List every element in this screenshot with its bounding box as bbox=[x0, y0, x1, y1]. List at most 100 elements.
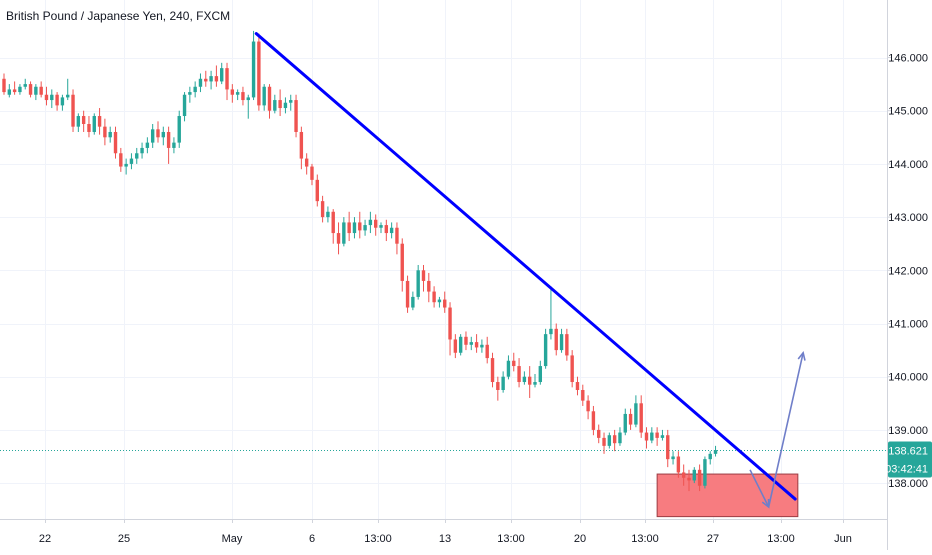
candle-body bbox=[209, 76, 213, 82]
candle-body bbox=[320, 201, 325, 218]
candle bbox=[379, 222, 383, 234]
candle bbox=[549, 286, 553, 340]
candle bbox=[262, 84, 266, 111]
candle-body bbox=[76, 116, 81, 127]
candle-body bbox=[315, 179, 319, 202]
candle bbox=[209, 70, 213, 90]
candle bbox=[246, 94, 250, 119]
candle bbox=[597, 424, 601, 444]
candle-body bbox=[119, 153, 123, 167]
candle bbox=[543, 328, 548, 369]
candle bbox=[225, 62, 229, 101]
candle-body bbox=[432, 291, 436, 303]
arrow-shaft bbox=[749, 469, 770, 508]
candle-body bbox=[506, 360, 511, 377]
candle bbox=[273, 94, 277, 114]
candle-body bbox=[597, 429, 601, 438]
candle bbox=[87, 116, 91, 138]
candle bbox=[395, 222, 399, 255]
candle bbox=[634, 395, 638, 428]
candle-body bbox=[177, 116, 181, 143]
candle-body bbox=[650, 432, 654, 441]
candle bbox=[76, 113, 81, 132]
candle bbox=[368, 211, 373, 234]
candle bbox=[681, 464, 686, 486]
price-tick-label: 142.000 bbox=[888, 265, 928, 277]
candle bbox=[400, 238, 404, 292]
candle bbox=[644, 427, 649, 449]
candle-body bbox=[697, 469, 702, 486]
candle bbox=[464, 331, 468, 351]
candle bbox=[182, 92, 187, 122]
candle bbox=[92, 113, 96, 135]
candle bbox=[559, 328, 564, 353]
candle-body bbox=[464, 336, 468, 345]
candle bbox=[166, 126, 171, 164]
candle-body bbox=[501, 376, 505, 390]
candle-body bbox=[416, 270, 420, 297]
candle-body bbox=[363, 225, 367, 231]
candle bbox=[135, 147, 139, 164]
candle bbox=[230, 84, 235, 103]
candle-body bbox=[538, 366, 543, 383]
time-tick-label: 13:00 bbox=[364, 533, 392, 545]
candle-body bbox=[618, 432, 622, 444]
price-tick-label: 139.000 bbox=[888, 425, 928, 437]
candle bbox=[687, 469, 691, 492]
plot-area bbox=[0, 0, 887, 519]
last-price-badge bbox=[888, 441, 932, 478]
candle-body bbox=[681, 472, 686, 478]
candle-body bbox=[671, 456, 675, 460]
candle bbox=[188, 86, 192, 103]
candle-body bbox=[485, 344, 489, 359]
candle bbox=[527, 366, 532, 398]
candle bbox=[119, 147, 123, 172]
candle bbox=[241, 86, 245, 106]
candle-body bbox=[289, 100, 293, 103]
candle-body bbox=[660, 435, 665, 438]
candle bbox=[671, 451, 675, 465]
candle-body bbox=[60, 97, 65, 106]
candle-body bbox=[368, 219, 373, 226]
candle-body bbox=[34, 86, 38, 95]
candle bbox=[257, 33, 261, 111]
candle-body bbox=[28, 84, 33, 95]
candle-body bbox=[458, 336, 463, 353]
price-tick-label: 140.000 bbox=[888, 372, 928, 384]
candle-body bbox=[140, 147, 144, 154]
price-tick-label: 138.000 bbox=[888, 478, 928, 490]
candle-body bbox=[81, 116, 86, 124]
candle-body bbox=[480, 344, 484, 348]
candle-body bbox=[474, 342, 479, 348]
candle-body bbox=[299, 131, 304, 159]
candle bbox=[692, 467, 696, 484]
candle bbox=[458, 334, 463, 356]
candle-body bbox=[273, 100, 277, 111]
candle-body bbox=[55, 94, 59, 106]
candle bbox=[34, 84, 38, 101]
candle bbox=[7, 84, 12, 98]
candle bbox=[103, 118, 107, 146]
candle bbox=[18, 84, 22, 95]
candle-body bbox=[172, 142, 176, 148]
candle-body bbox=[278, 100, 282, 109]
candle-body bbox=[411, 296, 415, 308]
candle-body bbox=[427, 280, 431, 292]
candle bbox=[358, 211, 362, 239]
candle bbox=[586, 395, 590, 420]
time-tick-label: 13:00 bbox=[497, 533, 525, 545]
candle bbox=[443, 291, 447, 313]
candle bbox=[708, 451, 712, 465]
candle bbox=[336, 222, 341, 255]
candle-body bbox=[687, 477, 691, 481]
candle bbox=[676, 451, 681, 478]
candle-body bbox=[379, 225, 383, 228]
candle bbox=[283, 97, 288, 114]
countdown-timer: 03:42:41 bbox=[885, 464, 928, 476]
candle bbox=[2, 73, 6, 95]
candle-body bbox=[156, 129, 160, 138]
candle-body bbox=[703, 459, 707, 486]
candle-body bbox=[554, 328, 558, 351]
trendline bbox=[254, 32, 797, 501]
